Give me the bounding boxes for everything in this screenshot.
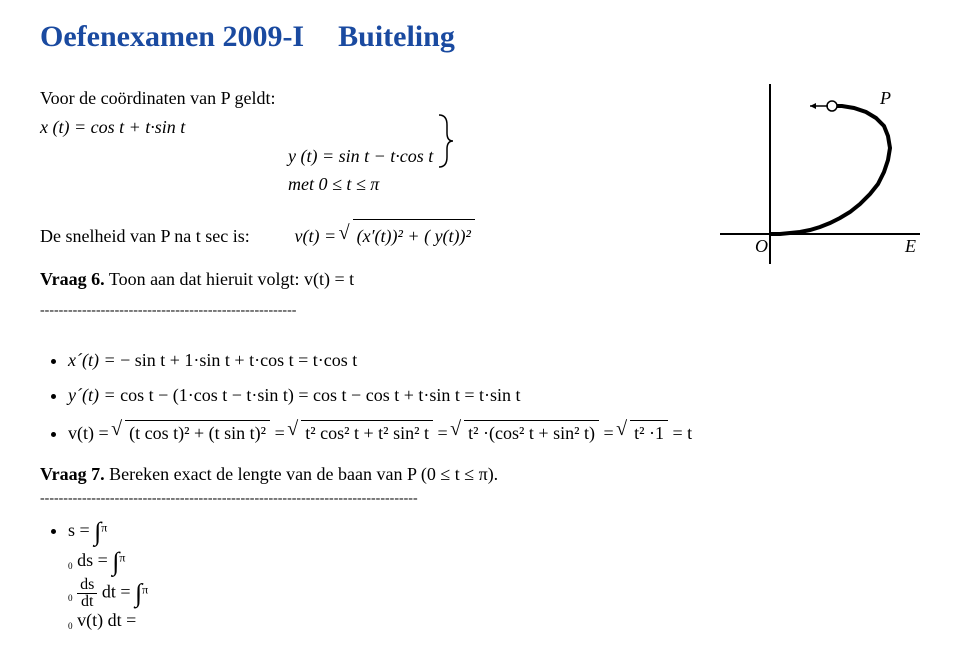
s-a: s = bbox=[68, 520, 94, 540]
figure-curve: P O E bbox=[720, 84, 920, 332]
sqrt-icon: (t cos t)² + (t sin t)² bbox=[113, 420, 270, 444]
b3-pre: v(t) = bbox=[68, 423, 113, 443]
title-topic: Buiteling bbox=[338, 20, 455, 53]
question-7: Vraag 7. Bereken exact de lengte van de … bbox=[40, 464, 920, 485]
q7-label: Vraag 7. bbox=[40, 464, 105, 484]
frac-den: dt bbox=[77, 594, 97, 610]
sqrt-icon: t² ·(cos² t + sin² t) bbox=[452, 420, 599, 444]
b3-s3: t² ·(cos² t + sin² t) bbox=[464, 420, 599, 444]
lim-hi-1: π bbox=[101, 521, 107, 535]
lim-lo-3: 0 bbox=[68, 621, 73, 631]
s-b: ds = bbox=[77, 550, 112, 570]
b1-rhs: − sin t + 1·sin t + t·cos t = t·cos t bbox=[120, 350, 357, 370]
eq-x: x (t) = cos t + t·sin t bbox=[40, 117, 185, 137]
work-line-s: s = ∫π0 ds = ∫π0 dsdt dt = ∫π0 v(t) dt = bbox=[68, 517, 920, 631]
b3-s2: t² cos² t + t² sin² t bbox=[301, 420, 433, 444]
question-6: Vraag 6. Toon aan dat hieruit volgt: v(t… bbox=[40, 265, 690, 294]
eq-y: y (t) = sin t − t·cos t bbox=[288, 142, 433, 171]
divider-2: ----------------------------------------… bbox=[40, 491, 920, 507]
brace-icon bbox=[437, 113, 455, 169]
s-d: v(t) dt = bbox=[77, 610, 136, 630]
label-E: E bbox=[904, 236, 916, 256]
work-line-2: y´(t) = cos t − (1·cos t − t·sin t) = co… bbox=[68, 385, 920, 406]
label-P: P bbox=[879, 88, 891, 108]
sqrt-icon: t² cos² t + t² sin² t bbox=[289, 420, 433, 444]
speed-lhs: De snelheid van P na t sec is: bbox=[40, 222, 290, 251]
b2-lhs: y´(t) = bbox=[68, 385, 120, 405]
speed-pre: v(t) = bbox=[295, 226, 341, 246]
b2-rhs: cos t − (1·cos t − t·sin t) = cos t − co… bbox=[120, 385, 520, 405]
b3-s1: (t cos t)² + (t sin t)² bbox=[125, 420, 270, 444]
title-exam: Oefenexamen 2009-I bbox=[40, 20, 304, 53]
sqrt-icon: (x′(t))² + ( y(t))² bbox=[341, 219, 475, 251]
label-O: O bbox=[755, 236, 768, 256]
divider-1: ----------------------------------------… bbox=[40, 300, 690, 322]
lim-hi-2: π bbox=[119, 551, 125, 565]
q6-label: Vraag 6. bbox=[40, 269, 105, 289]
eq-domain: met 0 ≤ t ≤ π bbox=[288, 170, 379, 199]
speed-sqrt-body: (x′(t))² + ( y(t))² bbox=[353, 219, 475, 251]
b3-tail: = t bbox=[668, 423, 692, 443]
intro-text: Voor de coördinaten van P geldt: bbox=[40, 88, 275, 108]
work-line-1: x´(t) = − sin t + 1·sin t + t·cos t = t·… bbox=[68, 350, 920, 371]
s-c: dt = bbox=[102, 582, 135, 602]
lim-lo-2: 0 bbox=[68, 593, 73, 603]
sqrt-icon: t² ·1 bbox=[618, 420, 668, 444]
b3-s4: t² ·1 bbox=[630, 420, 668, 444]
q7-text: Bereken exact de lengte van de baan van … bbox=[105, 464, 499, 484]
work-line-3: v(t) = (t cos t)² + (t sin t)² = t² cos²… bbox=[68, 420, 920, 444]
b1-lhs: x´(t) = bbox=[68, 350, 120, 370]
lim-hi-3: π bbox=[142, 582, 148, 596]
frac-num: ds bbox=[77, 577, 97, 594]
q6-text: Toon aan dat hieruit volgt: v(t) = t bbox=[105, 269, 355, 289]
lim-lo-1: 0 bbox=[68, 561, 73, 571]
